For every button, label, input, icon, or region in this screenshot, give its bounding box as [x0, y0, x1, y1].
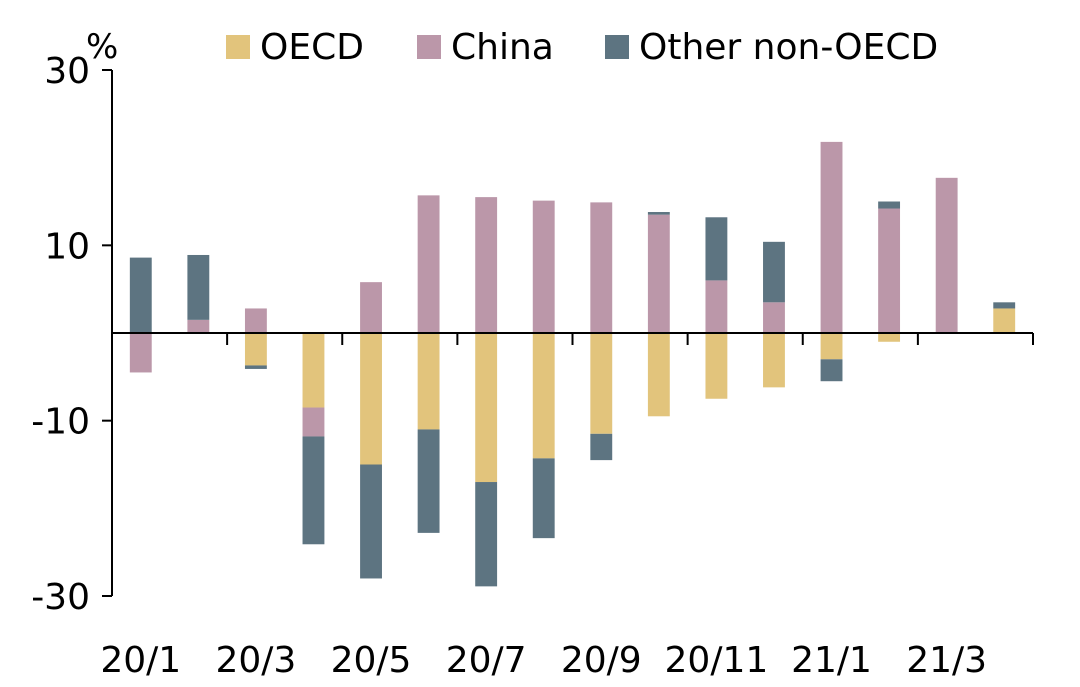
bar-segment [763, 241, 785, 303]
legend-label-other-non-oecd: Other non-OECD [639, 27, 938, 68]
bar-segment [475, 482, 498, 587]
bar-segment [532, 200, 555, 333]
bar-segment [993, 308, 1016, 333]
bar-segment [705, 333, 728, 399]
bar-segment [590, 202, 613, 333]
bar-segment [129, 333, 152, 373]
bar-segment [244, 333, 267, 366]
y-tick-label: 10 [44, 226, 90, 267]
y-unit-label: % [86, 27, 118, 67]
bar-segment [475, 333, 498, 483]
bar-segment [935, 177, 958, 333]
bar-segment [590, 433, 613, 461]
bar-segment [820, 333, 843, 360]
legend-label-china: China [451, 27, 554, 68]
bar-segment [763, 333, 785, 388]
bar-segment [647, 212, 670, 215]
bar-segment [302, 407, 325, 437]
bar-segment [763, 302, 785, 333]
bar-segment [187, 319, 210, 333]
bar-segment [244, 308, 267, 333]
bar-segment [417, 195, 440, 333]
x-axis: 20/1 20/3 20/5 20/7 20/9 20/11 21/1 21/3 [100, 332, 1034, 681]
bar-segment [647, 333, 670, 417]
bar-segment [360, 333, 382, 465]
bar-segment [705, 280, 728, 333]
bar-segment [187, 254, 210, 320]
legend-swatch-other-non-oecd [605, 35, 629, 59]
bar-segment [129, 257, 152, 333]
legend: OECD China Other non-OECD [226, 27, 938, 68]
bar-segment [993, 302, 1016, 309]
bar-segment [590, 333, 613, 434]
bar-segment [820, 359, 843, 382]
bar-segment [302, 436, 325, 545]
y-tick-label: 30 [44, 51, 90, 92]
bars [129, 141, 1016, 587]
bar-segment [878, 333, 901, 342]
bar-segment [244, 365, 267, 369]
bar-segment [647, 214, 670, 333]
legend-swatch-china [417, 35, 441, 59]
bar-segment [302, 333, 325, 408]
bar-segment [360, 282, 382, 333]
x-tick-label: 20/9 [561, 640, 642, 681]
x-tick-label: 20/1 [100, 640, 181, 681]
x-tick-label: 21/3 [906, 640, 987, 681]
bar-segment [417, 333, 440, 430]
legend-label-oecd: OECD [260, 27, 364, 68]
x-tick-label: 21/1 [791, 640, 872, 681]
bar-segment [705, 217, 728, 281]
bar-segment [878, 201, 901, 209]
x-tick-label: 20/11 [665, 640, 769, 681]
y-axis: 30 10 -10 -30 [31, 51, 113, 618]
x-tick-label: 20/3 [215, 640, 296, 681]
legend-swatch-oecd [226, 35, 250, 59]
bar-segment [878, 208, 901, 333]
bar-segment [360, 464, 382, 579]
bar-segment [532, 458, 555, 539]
bar-segment [417, 429, 440, 533]
y-tick-label: -30 [31, 577, 90, 618]
x-tick-label: 20/5 [331, 640, 412, 681]
x-tick-label: 20/7 [446, 640, 527, 681]
bar-segment [475, 197, 498, 333]
y-tick-label: -10 [31, 402, 90, 443]
bar-segment [820, 141, 843, 333]
bar-segment [532, 333, 555, 459]
